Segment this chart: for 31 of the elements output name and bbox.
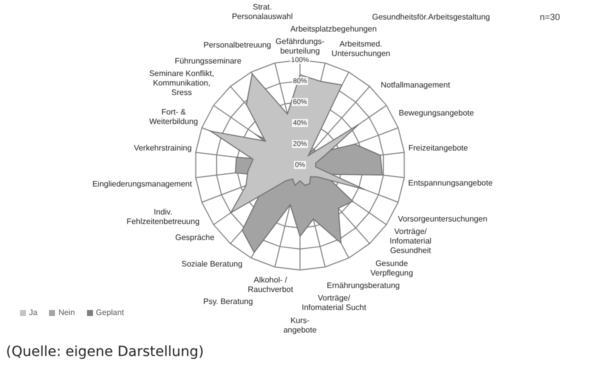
spoke-label: Gesunde Verpflegung xyxy=(370,258,414,278)
spoke-label: Psy. Beratung xyxy=(203,297,253,306)
spoke-label: Soziale Beratung xyxy=(181,260,242,269)
spoke-label: Gesundheitsför.Arbeitsgestaltung xyxy=(372,12,490,22)
spoke-label: Gespräche xyxy=(175,232,215,242)
spoke-label: Eingliederungsmanagement xyxy=(92,179,193,188)
spoke-label: Strat. Personalauswahl xyxy=(232,2,293,22)
spoke-label: Führungsseminare xyxy=(174,56,242,66)
spoke-label: Arbeitsmed. Untersuchungen xyxy=(332,39,390,58)
legend-label: Ja xyxy=(28,308,38,317)
spoke-label: Seminare Konflikt, Kommunikation, Sress xyxy=(149,69,214,98)
spoke-label: Vorträge/ Infomaterial Sucht xyxy=(302,293,367,312)
spoke-label: Alkohol- / Rauchverbot xyxy=(248,276,294,294)
spoke-label: Verkehrstraining xyxy=(134,144,192,153)
spoke-label: Kurs- angebote xyxy=(283,316,318,334)
spoke-label: Bewegungsangebote xyxy=(398,108,474,118)
text: n=30 xyxy=(540,12,560,22)
legend-label: Geplant xyxy=(94,308,124,317)
spoke-label: Vorträge/ Infomaterial Gesundheit xyxy=(390,226,432,255)
spoke-label: Fort- & Weiterbildung xyxy=(149,108,198,126)
spoke-label: Indiv. Fehlzeitenbetreuung xyxy=(126,207,200,226)
spoke-label: Notfallmanagement xyxy=(380,80,451,90)
spoke-label: Gefährdungs- beurteilung xyxy=(276,36,325,56)
spoke-label: Ernährungsberatung xyxy=(326,280,400,290)
spoke-label: Vorsorgeuntersuchungen xyxy=(398,214,488,224)
spoke-label: Freizeitangebote xyxy=(408,143,468,152)
legend-label: Nein xyxy=(57,308,75,317)
spoke-label: Arbeitsplatzbegehungen xyxy=(290,24,377,34)
text: (Quelle: eigene Darstellung) xyxy=(6,344,204,360)
spoke-label: Entspannungsangebote xyxy=(408,178,494,188)
spoke-label: Personalbetreuung xyxy=(203,40,272,50)
